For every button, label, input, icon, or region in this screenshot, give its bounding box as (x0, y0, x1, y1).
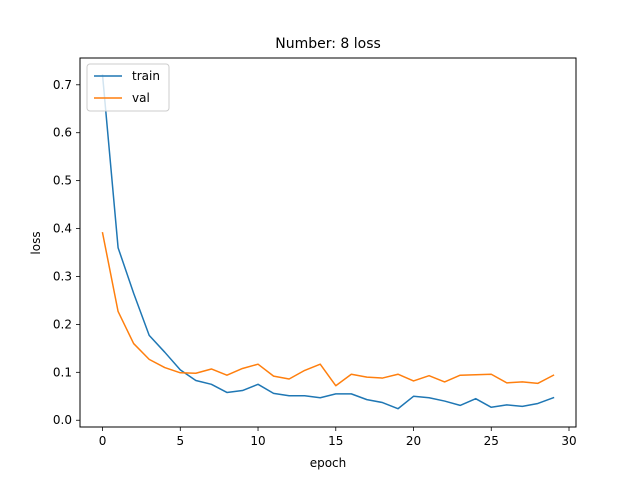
y-tick-label: 0.7 (53, 78, 72, 92)
x-tick-label: 5 (176, 434, 184, 448)
y-tick-label: 0.3 (53, 269, 72, 283)
y-tick-label: 0.2 (53, 317, 72, 331)
series-line-1 (101, 231, 555, 387)
chart-title: Number: 8 loss (275, 36, 381, 52)
x-tick-label: 30 (561, 434, 576, 448)
x-tick-label: 20 (406, 434, 421, 448)
plot-frame (79, 57, 577, 428)
axes (79, 57, 577, 428)
x-axis-ticks: 0 5 10 15 20 25 30 (99, 427, 577, 448)
y-tick-label: 0.6 (53, 126, 72, 140)
y-axis-ticks: 0.0 0.1 0.2 0.3 0.4 0.5 0.6 0.7 (53, 78, 80, 427)
x-tick-label: 0 (99, 434, 107, 448)
legend-label-1: val (132, 91, 150, 105)
x-axis-title: epoch (310, 456, 347, 470)
plot-area (101, 74, 555, 410)
x-tick-label: 10 (250, 434, 265, 448)
y-tick-label: 0.1 (53, 365, 72, 379)
y-tick-label: 0.5 (53, 174, 72, 188)
y-tick-label: 0.0 (53, 413, 72, 427)
series-line-0 (101, 74, 555, 410)
y-tick-label: 0.4 (53, 222, 72, 236)
legend-label-0: train (132, 69, 160, 83)
y-axis-title: loss (29, 231, 43, 254)
legend: train val (86, 63, 170, 112)
x-tick-label: 25 (484, 434, 499, 448)
x-tick-label: 15 (328, 434, 343, 448)
